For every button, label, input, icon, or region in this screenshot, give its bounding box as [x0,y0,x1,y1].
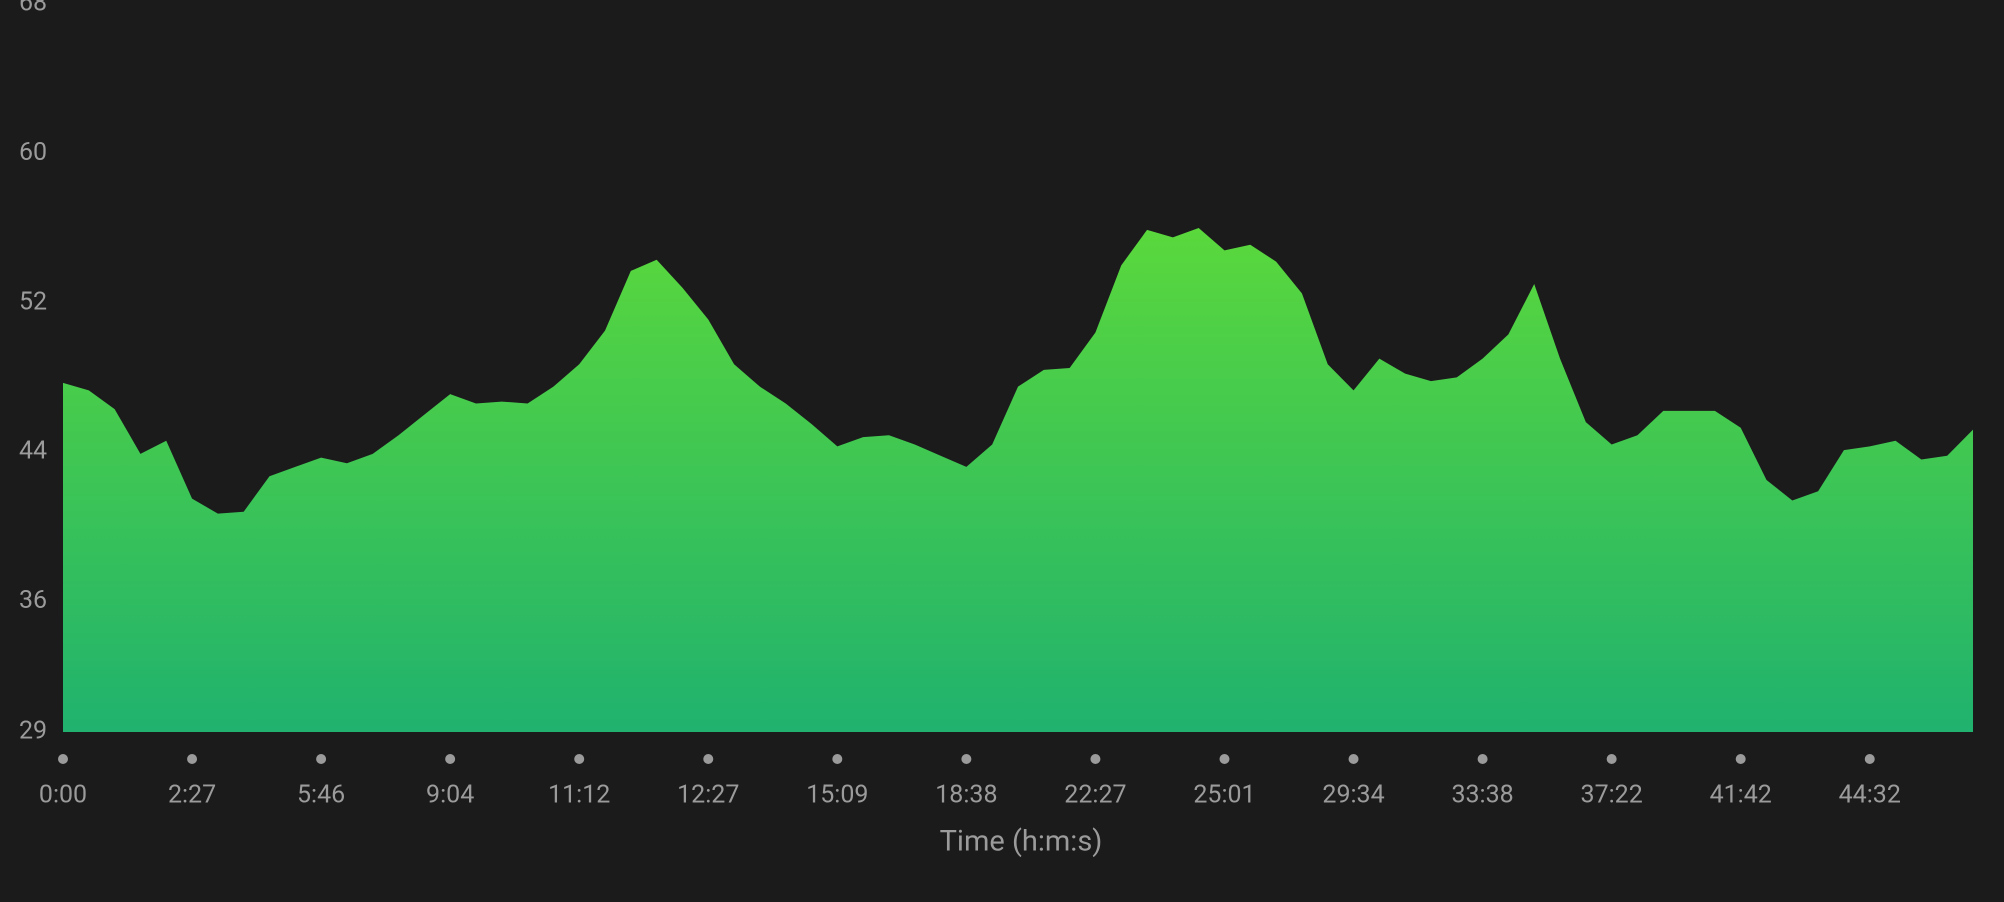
x-tick-dot [1348,754,1359,764]
x-tick-label: 2:27 [168,781,216,810]
x-tick-dot [832,754,843,764]
x-axis-title: Time (h:m:s) [940,825,1103,859]
x-tick-label: 0:00 [39,781,87,810]
x-tick-dot [703,754,714,764]
area [63,228,1973,732]
x-tick-dot [1864,754,1875,764]
x-tick-label: 37:22 [1581,781,1643,810]
x-tick-dot [445,754,456,764]
y-tick-label: 52 [19,287,47,316]
x-tick-label: 44:32 [1839,781,1901,810]
x-tick-label: 12:27 [677,781,739,810]
x-tick-dot [1219,754,1230,764]
x-tick-dot [1090,754,1101,764]
x-tick-dot [1477,754,1488,764]
x-tick-dot [58,754,68,764]
y-tick-label: 36 [19,586,47,615]
x-tick-label: 25:01 [1193,781,1255,810]
x-tick-dot [961,754,972,764]
x-tick-label: 15:09 [806,781,868,810]
x-tick-label: 22:27 [1064,781,1126,810]
x-tick-dot [1735,754,1746,764]
x-tick-label: 11:12 [548,781,610,810]
x-tick-dot [316,754,327,764]
x-tick-label: 29:34 [1322,781,1384,810]
x-tick-label: 9:04 [426,781,474,810]
x-tick-label: 41:42 [1710,781,1772,810]
x-tick-dot [1606,754,1617,764]
y-tick-label: 29 [19,717,47,746]
x-tick-label: 18:38 [935,781,997,810]
y-tick-label: 60 [19,138,47,167]
x-tick-dot [187,754,198,764]
x-tick-dot [574,754,585,764]
y-tick-label: 44 [19,437,47,466]
x-tick-label: 5:46 [297,781,345,810]
y-tick-label: 68 [19,0,47,18]
x-tick-label: 33:38 [1451,781,1513,810]
